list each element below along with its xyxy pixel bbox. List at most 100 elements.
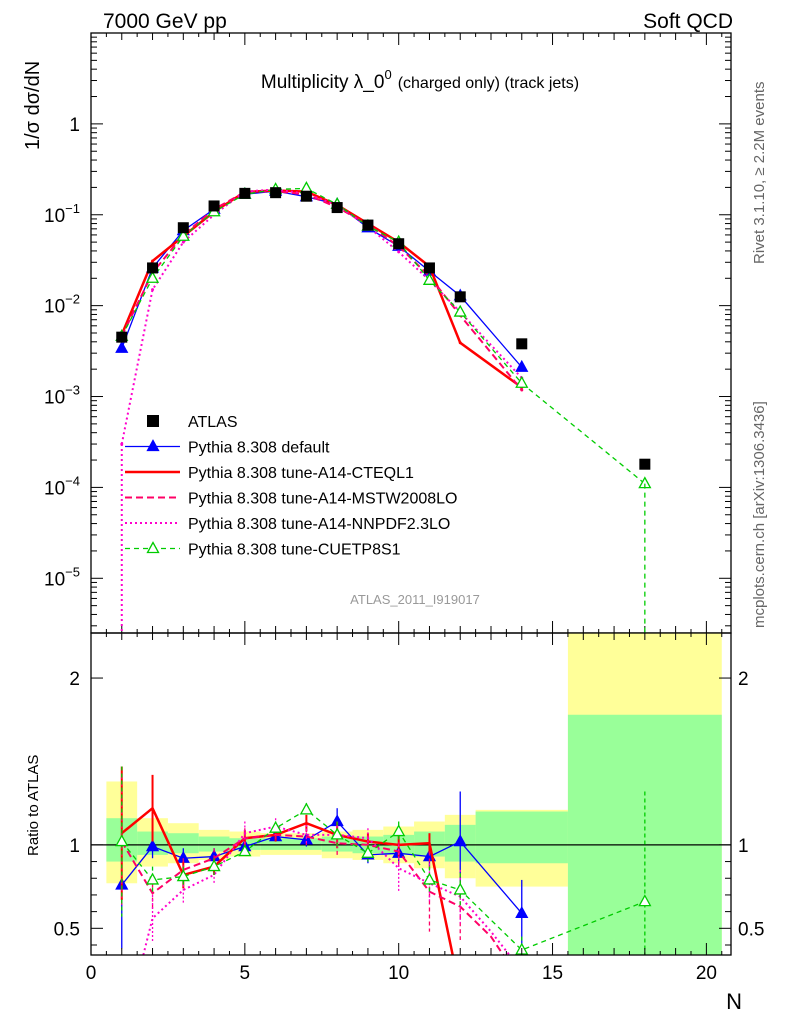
x-tick-label: 10 bbox=[388, 963, 409, 984]
main-point-CUETP8S1 bbox=[422, 272, 437, 285]
ratio-band-inner bbox=[475, 811, 568, 864]
main-point-default bbox=[115, 340, 129, 353]
main-point-ATLAS bbox=[423, 262, 435, 274]
ratio-band-inner bbox=[260, 838, 291, 850]
ratio-band-inner bbox=[167, 833, 199, 854]
main-series-MSTW bbox=[120, 190, 523, 391]
chart-title: Multiplicity λ_00 (charged only) (track j… bbox=[261, 67, 579, 93]
main-panel: 110−110−210−310−410−5 bbox=[44, 32, 732, 634]
tick-base: 10 bbox=[44, 478, 65, 499]
main-point-NNPDF bbox=[181, 240, 185, 244]
analysis-id: ATLAS_2011_I919017 bbox=[350, 592, 480, 607]
main-point-CUETP8S1 bbox=[515, 375, 529, 388]
x-tick-label: 5 bbox=[240, 963, 251, 984]
main-point-ATLAS bbox=[393, 238, 405, 250]
ratio-series-CUETP8S1 bbox=[121, 809, 646, 951]
legend-label-NNPDF: Pythia 8.308 tune-A14-NNPDF2.3LO bbox=[188, 516, 450, 533]
x-tick-label: 15 bbox=[542, 963, 563, 984]
main-point-ATLAS bbox=[116, 331, 128, 343]
ratio-point-CUETP8S1 bbox=[207, 859, 221, 872]
chart-title-suffix: (charged only) (track jets) bbox=[398, 75, 579, 92]
legend-label-default: Pythia 8.308 default bbox=[188, 440, 330, 457]
ratio-band-inner bbox=[198, 836, 230, 852]
legend-label-MSTW: Pythia 8.308 tune-A14-MSTW2008LO bbox=[188, 491, 457, 508]
tick-exp: −1 bbox=[65, 201, 80, 216]
main-point-CUETP8S1 bbox=[176, 228, 190, 241]
main-point-ATLAS bbox=[147, 262, 159, 274]
main-point-ATLAS bbox=[300, 190, 312, 202]
ratio-series-group bbox=[115, 766, 652, 955]
main-y-tick-label: 10−5 bbox=[44, 564, 80, 590]
ratio-panel: 0.5 0.51 12 20 5 10 15 20 bbox=[54, 632, 764, 984]
ratio-point-default bbox=[145, 839, 160, 852]
main-point-ATLAS bbox=[177, 222, 189, 234]
main-point-ATLAS bbox=[239, 187, 251, 199]
ratio-frame bbox=[90, 632, 732, 956]
ratio-y-tick-label-right: 1 bbox=[738, 836, 749, 857]
main-point-CUETP8S1 bbox=[145, 270, 160, 283]
ratio-point-CUETP8S1 bbox=[176, 869, 190, 882]
side-label-rivet: Rivet 3.1.10, ≥ 2.2M events bbox=[751, 82, 768, 265]
main-point-NNPDF bbox=[397, 250, 401, 254]
ratio-point-CUETP8S1 bbox=[361, 845, 375, 858]
tick-base: 10 bbox=[44, 206, 65, 227]
main-y-label: 1/σ dσ/dN bbox=[22, 61, 44, 150]
legend-marker-ATLAS bbox=[147, 415, 159, 427]
main-point-MSTW bbox=[520, 388, 524, 392]
header-right: Soft QCD bbox=[643, 10, 733, 33]
main-point-CUETP8S1 bbox=[453, 304, 467, 317]
legend: ATLAS Pythia 8.308 default Pythia 8.308 tu… bbox=[125, 414, 457, 559]
ratio-y-label: Ratio to ATLAS bbox=[25, 755, 42, 856]
main-frame bbox=[90, 32, 732, 634]
ratio-point-CUETP8S1 bbox=[238, 844, 252, 857]
ratio-series-CTEQL1 bbox=[120, 806, 454, 955]
ratio-y-tick-label: 0.5 bbox=[54, 919, 80, 940]
ratio-point-CUETP8S1 bbox=[299, 802, 313, 815]
ratio-point-default bbox=[453, 834, 467, 847]
tick-base: 10 bbox=[44, 569, 65, 590]
legend-marker-default bbox=[146, 439, 160, 452]
side-label-mcplots: mcplots.cern.ch [arXiv:1306.3436] bbox=[751, 401, 768, 628]
chart-title-main: Multiplicity λ_0 bbox=[261, 72, 385, 93]
main-point-CTEQL1 bbox=[458, 341, 462, 345]
ratio-point-CUETP8S1 bbox=[330, 827, 344, 840]
header-left: 7000 GeV pp bbox=[103, 10, 227, 33]
ratio-point-CUETP8S1 bbox=[453, 882, 467, 895]
legend-label-CTEQL1: Pythia 8.308 tune-A14-CTEQL1 bbox=[188, 465, 414, 482]
main-series-default bbox=[121, 190, 523, 368]
main-point-ATLAS bbox=[331, 202, 343, 214]
x-axis-label: N bbox=[726, 989, 742, 1014]
legend-marker-CUETP8S1 bbox=[146, 541, 160, 554]
ratio-point-CUETP8S1 bbox=[422, 872, 437, 885]
main-y-tick-label: 10−2 bbox=[44, 292, 80, 318]
ratio-point-CUETP8S1 bbox=[392, 824, 406, 837]
ratio-y-tick-label-right: 0.5 bbox=[738, 919, 764, 940]
ratio-point-default bbox=[515, 905, 529, 918]
main-y-tick-label: 10−4 bbox=[44, 473, 80, 499]
ratio-y-tick-label: 2 bbox=[69, 669, 80, 690]
tick-exp: −2 bbox=[65, 292, 80, 307]
main-series-CTEQL1 bbox=[120, 189, 523, 389]
main-point-ATLAS bbox=[639, 458, 651, 470]
ratio-point-CUETP8S1 bbox=[115, 834, 129, 847]
tick-base: 10 bbox=[44, 388, 65, 409]
ratio-point-CUETP8S1 bbox=[145, 872, 160, 885]
main-point-ATLAS bbox=[270, 187, 282, 199]
main-y-tick-label: 10−1 bbox=[44, 201, 80, 227]
ratio-point-CUETP8S1 bbox=[638, 894, 652, 907]
main-y-tick-label: 10−3 bbox=[44, 383, 80, 409]
main-y-tick-label: 1 bbox=[69, 115, 80, 136]
main-point-ATLAS bbox=[516, 338, 528, 350]
main-point-ATLAS bbox=[454, 291, 466, 303]
main-point-ATLAS bbox=[362, 219, 374, 231]
chart-title-sup: 0 bbox=[384, 67, 391, 82]
main-point-default bbox=[515, 359, 529, 372]
ratio-y-tick-label-right: 2 bbox=[738, 669, 749, 690]
tick-exp: −3 bbox=[65, 383, 80, 398]
x-tick-label: 0 bbox=[86, 963, 97, 984]
x-tick-label: 20 bbox=[696, 963, 717, 984]
main-point-CTEQL1 bbox=[151, 259, 155, 263]
legend-label-CUETP8S1: Pythia 8.308 tune-CUETP8S1 bbox=[188, 542, 401, 559]
tick-exp: −5 bbox=[65, 564, 80, 579]
